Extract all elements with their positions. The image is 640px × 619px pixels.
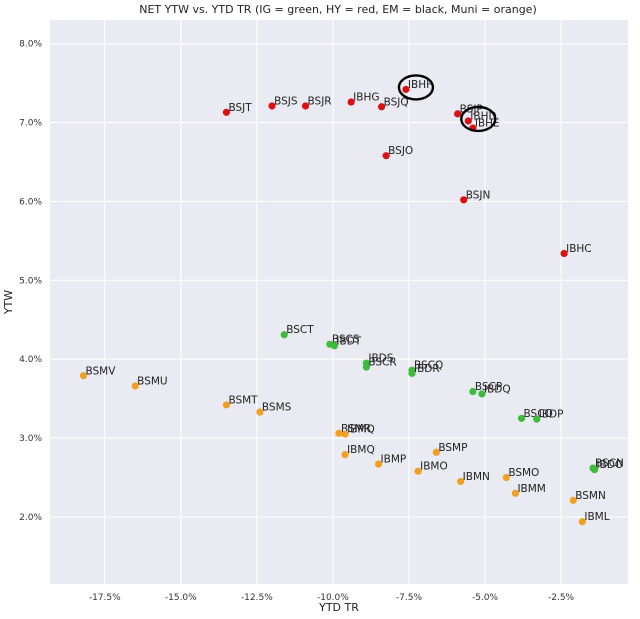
point-label: IBML	[584, 511, 609, 523]
point-label: IBMO	[420, 461, 448, 473]
data-point-bsct	[280, 331, 288, 339]
point-label: IBDQ	[484, 383, 511, 395]
y-tick-label: 2.0%	[19, 513, 42, 523]
data-point-bsco	[517, 414, 526, 422]
point-label: BSCR	[368, 357, 396, 369]
data-point-ibmo	[414, 467, 422, 475]
point-label: IBHC	[566, 243, 592, 255]
data-point-bsmr	[335, 429, 343, 437]
point-label: BSCP	[475, 381, 502, 393]
y-tick-label: 8.0%	[19, 40, 42, 50]
annotation-circle-ibhf	[397, 74, 435, 101]
data-point-bsjt	[222, 108, 231, 116]
plot-background	[50, 20, 628, 584]
data-point-ibdq	[478, 390, 486, 398]
point-label: BSMR	[341, 423, 371, 435]
data-point-bsjo	[382, 152, 390, 160]
point-label: IBHG	[353, 92, 379, 104]
point-label: BSCQ	[414, 360, 443, 372]
point-label: IBHE	[475, 118, 500, 130]
point-label: BSJS	[274, 95, 298, 107]
point-label: BSMV	[85, 365, 116, 377]
point-label: IBHF	[408, 79, 432, 91]
data-point-ibmm	[511, 489, 520, 497]
point-label: BSJR	[308, 95, 332, 107]
point-label: IBDS	[368, 353, 393, 365]
data-point-bsmv	[79, 372, 88, 380]
data-point-bsmn	[569, 496, 577, 504]
data-point-bsjn	[460, 196, 468, 204]
x-tick-label: -2.5%	[548, 593, 575, 603]
x-tick-label: -5.0%	[472, 593, 499, 603]
point-label: BSCS	[332, 334, 360, 346]
y-axis-ticks: 2.0% 3.0% 4.0% 5.0% 6.0% 7.0% 8.0%	[19, 40, 42, 523]
data-point-ibdr	[408, 369, 416, 377]
point-label: BSMU	[137, 376, 167, 388]
y-tick-label: 3.0%	[19, 434, 42, 444]
y-tick-label: 5.0%	[19, 276, 42, 286]
data-point-bsjs	[268, 102, 276, 110]
y-tick-label: 4.0%	[19, 355, 42, 365]
x-tick-label: -15.0%	[165, 593, 197, 603]
point-label: IBMQ	[347, 444, 375, 456]
data-point-ibmp	[374, 460, 383, 468]
point-label: IBDP	[539, 409, 564, 421]
point-label: BSCO	[524, 408, 553, 420]
x-tick-label: -7.5%	[396, 593, 423, 603]
x-tick-label: -10.0%	[317, 593, 349, 603]
data-point-bsmp	[432, 448, 440, 456]
data-point-bsmt	[222, 401, 231, 409]
data-point-bsjp	[454, 110, 462, 118]
data-point-ibmn	[457, 477, 465, 486]
point-label: IBMQ	[347, 424, 375, 436]
data-point-bsms	[256, 408, 264, 416]
point-label: IBDO	[597, 459, 624, 471]
chart-title: NET YTW vs. YTD TR (IG = green, HY = red…	[139, 3, 537, 16]
data-point-ibdt	[330, 342, 339, 350]
y-tick-label: 6.0%	[19, 197, 42, 207]
point-label: IBDR	[414, 363, 440, 375]
grid-lines	[50, 20, 628, 584]
y-axis-label: YTW	[2, 290, 15, 315]
point-label: BSCT	[286, 324, 314, 336]
point-label: IBMM	[517, 483, 545, 495]
data-point-ibhd	[464, 117, 472, 125]
point-label: BSMO	[508, 467, 539, 479]
x-tick-label: -17.5%	[89, 593, 121, 603]
data-point-bsmo	[502, 473, 510, 482]
point-label: BSMT	[228, 394, 258, 406]
data-point-ibdp	[533, 415, 541, 423]
data-point-bscr	[362, 363, 370, 371]
point-label: BSCN	[595, 458, 624, 470]
annotation-circles	[397, 74, 497, 133]
point-label: BSJO	[388, 145, 413, 157]
point-label: IBHD	[470, 110, 496, 122]
data-point-bsjr	[301, 102, 310, 110]
data-point-bsjq	[377, 103, 386, 111]
point-label: BSMP	[438, 442, 467, 454]
data-point-ibmq	[341, 451, 349, 459]
point-label: BSJQ	[384, 96, 409, 108]
point-label: IBMN	[463, 471, 490, 483]
x-axis-ticks: -17.5% -15.0% -12.5% -10.0% -7.5% -5.0% -2.5%	[89, 593, 575, 603]
y-tick-label: 7.0%	[19, 119, 42, 129]
data-point-ibhg	[347, 98, 355, 106]
point-label: BSMS	[262, 402, 292, 414]
point-label: BSJT	[228, 102, 252, 114]
point-label: IBMP	[381, 454, 407, 466]
x-axis-label: YTD TR	[318, 601, 359, 614]
point-label: BSJN	[466, 189, 491, 201]
x-tick-label: -12.5%	[241, 593, 273, 603]
annotation-circle-ibhd	[460, 105, 497, 133]
data-point-bsmu	[131, 382, 139, 390]
data-point-ibdo	[590, 466, 599, 474]
point-label: BSMN	[575, 490, 606, 502]
data-point-ibhf	[402, 85, 410, 94]
data-point-ibhc	[560, 249, 568, 258]
data-point-ibmq	[341, 430, 349, 438]
data-point-bscp	[469, 387, 477, 396]
point-label: IBDT	[336, 335, 361, 347]
data-point-ibml	[578, 518, 586, 526]
